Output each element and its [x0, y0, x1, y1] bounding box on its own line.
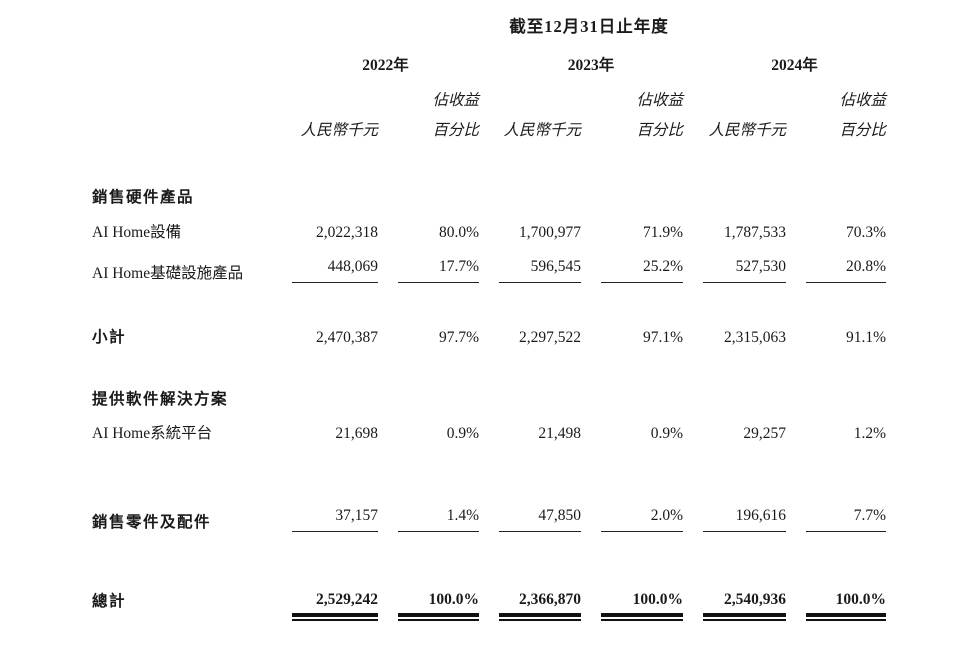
- percent-2022: 1.4%: [398, 491, 479, 533]
- amount-2023: 21,498: [538, 425, 581, 443]
- percent-2023: 0.9%: [650, 425, 683, 443]
- percent-2022: 97.7%: [438, 328, 479, 346]
- amount-unit-header-2024: 人民幣千元: [708, 121, 786, 139]
- period-header: 截至12月31日止年度: [509, 17, 669, 36]
- spacer-row: [92, 347, 886, 391]
- amount-2024: 1,787,533: [724, 224, 786, 242]
- percent-2023: 2.0%: [601, 491, 683, 533]
- spacer-row: [92, 443, 886, 491]
- amount-unit-header-2023: 人民幣千元: [503, 121, 581, 139]
- subtotal-label: 小計: [92, 328, 127, 346]
- percent-2024: 100.0%: [806, 574, 886, 622]
- row-label: AI Home系統平台: [92, 425, 213, 443]
- revenue-share-header-2023-line1: 佔收益: [636, 91, 683, 109]
- percent-2024: 91.1%: [845, 328, 886, 346]
- year-header-2024: 2024年: [771, 56, 818, 74]
- amount-2024: 2,540,936: [703, 574, 786, 622]
- year-header-2022: 2022年: [362, 56, 409, 74]
- amount-2023: 2,366,870: [499, 574, 581, 622]
- revenue-share-header-2022-line1: 佔收益: [432, 91, 479, 109]
- amount-2022: 2,470,387: [316, 328, 378, 346]
- percent-2022: 0.9%: [446, 425, 479, 443]
- data-row-ai-home-platform: AI Home系統平台 21,698 0.9% 21,498 0.9% 29,2…: [92, 408, 886, 443]
- year-header-2023: 2023年: [567, 56, 615, 74]
- revenue-share-header-2023-line2: 百分比: [636, 121, 683, 139]
- percent-2023: 97.1%: [642, 328, 683, 346]
- spacer-row: [92, 283, 886, 329]
- data-row-ai-home-infrastructure: AI Home基礎設施產品 448,069 17.7% 596,545 25.2…: [92, 242, 886, 283]
- amount-unit-header-2022: 人民幣千元: [300, 121, 378, 139]
- amount-2024: 196,616: [703, 491, 786, 533]
- amount-2022: 2,529,242: [292, 574, 378, 622]
- section-row-software: 提供軟件解決方案: [92, 391, 886, 409]
- percent-2022: 17.7%: [398, 242, 479, 283]
- subtotal-row: 小計 2,470,387 97.7% 2,297,522 97.1% 2,315…: [92, 329, 886, 347]
- spacer-row: [92, 139, 886, 189]
- data-row-ai-home-devices: AI Home設備 2,022,318 80.0% 1,700,977 71.9…: [92, 207, 886, 242]
- amount-2023: 2,297,522: [519, 328, 581, 346]
- amount-2023: 596,545: [499, 242, 581, 283]
- revenue-share-header-2024-line1: 佔收益: [839, 91, 886, 109]
- total-label: 總計: [92, 592, 127, 610]
- percent-2022: 80.0%: [438, 224, 479, 242]
- data-row-parts-accessories: 銷售零件及配件 37,157 1.4% 47,850 2.0% 196,616 …: [92, 491, 886, 533]
- amount-2022: 2,022,318: [316, 224, 378, 242]
- percent-2023: 100.0%: [601, 574, 683, 622]
- amount-2023: 47,850: [499, 491, 581, 533]
- percent-2023: 25.2%: [601, 242, 683, 283]
- spacer-row: [92, 532, 886, 574]
- amount-2022: 21,698: [335, 425, 378, 443]
- row-label: AI Home設備: [92, 224, 182, 242]
- percent-2024: 7.7%: [806, 491, 886, 533]
- amount-2024: 527,530: [703, 242, 786, 283]
- subheader-row-2: 人民幣千元 百分比 人民幣千元 百分比 人民幣千元 百分比: [92, 110, 886, 140]
- subheader-row-1: 佔收益 佔收益 佔收益: [92, 75, 886, 110]
- amount-2023: 1,700,977: [519, 224, 581, 242]
- amount-2022: 37,157: [292, 491, 378, 533]
- amount-2024: 29,257: [743, 425, 786, 443]
- percent-2024: 20.8%: [806, 242, 886, 283]
- year-header-row: 2022年 2023年 2024年: [92, 37, 886, 75]
- percent-2022: 100.0%: [398, 574, 479, 622]
- section-row-hardware: 銷售硬件產品: [92, 189, 886, 207]
- total-row: 總計 2,529,242 100.0% 2,366,870 100.0% 2,5…: [92, 574, 886, 622]
- row-label: 銷售零件及配件: [92, 514, 212, 532]
- amount-2022: 448,069: [292, 242, 378, 283]
- percent-2024: 70.3%: [845, 224, 886, 242]
- percent-2024: 1.2%: [853, 425, 886, 443]
- percent-2023: 71.9%: [642, 224, 683, 242]
- revenue-breakdown-table: 截至12月31日止年度 2022年 2023年 2024年 佔收益 佔收益 佔收…: [72, 0, 906, 622]
- section-label: 銷售硬件產品: [92, 189, 195, 207]
- period-header-row: 截至12月31日止年度: [92, 0, 886, 37]
- revenue-share-header-2024-line2: 百分比: [839, 121, 886, 139]
- revenue-share-header-2022-line2: 百分比: [432, 121, 479, 139]
- row-label: AI Home基礎設施產品: [92, 265, 244, 283]
- section-label: 提供軟件解決方案: [92, 390, 229, 408]
- amount-2024: 2,315,063: [724, 328, 786, 346]
